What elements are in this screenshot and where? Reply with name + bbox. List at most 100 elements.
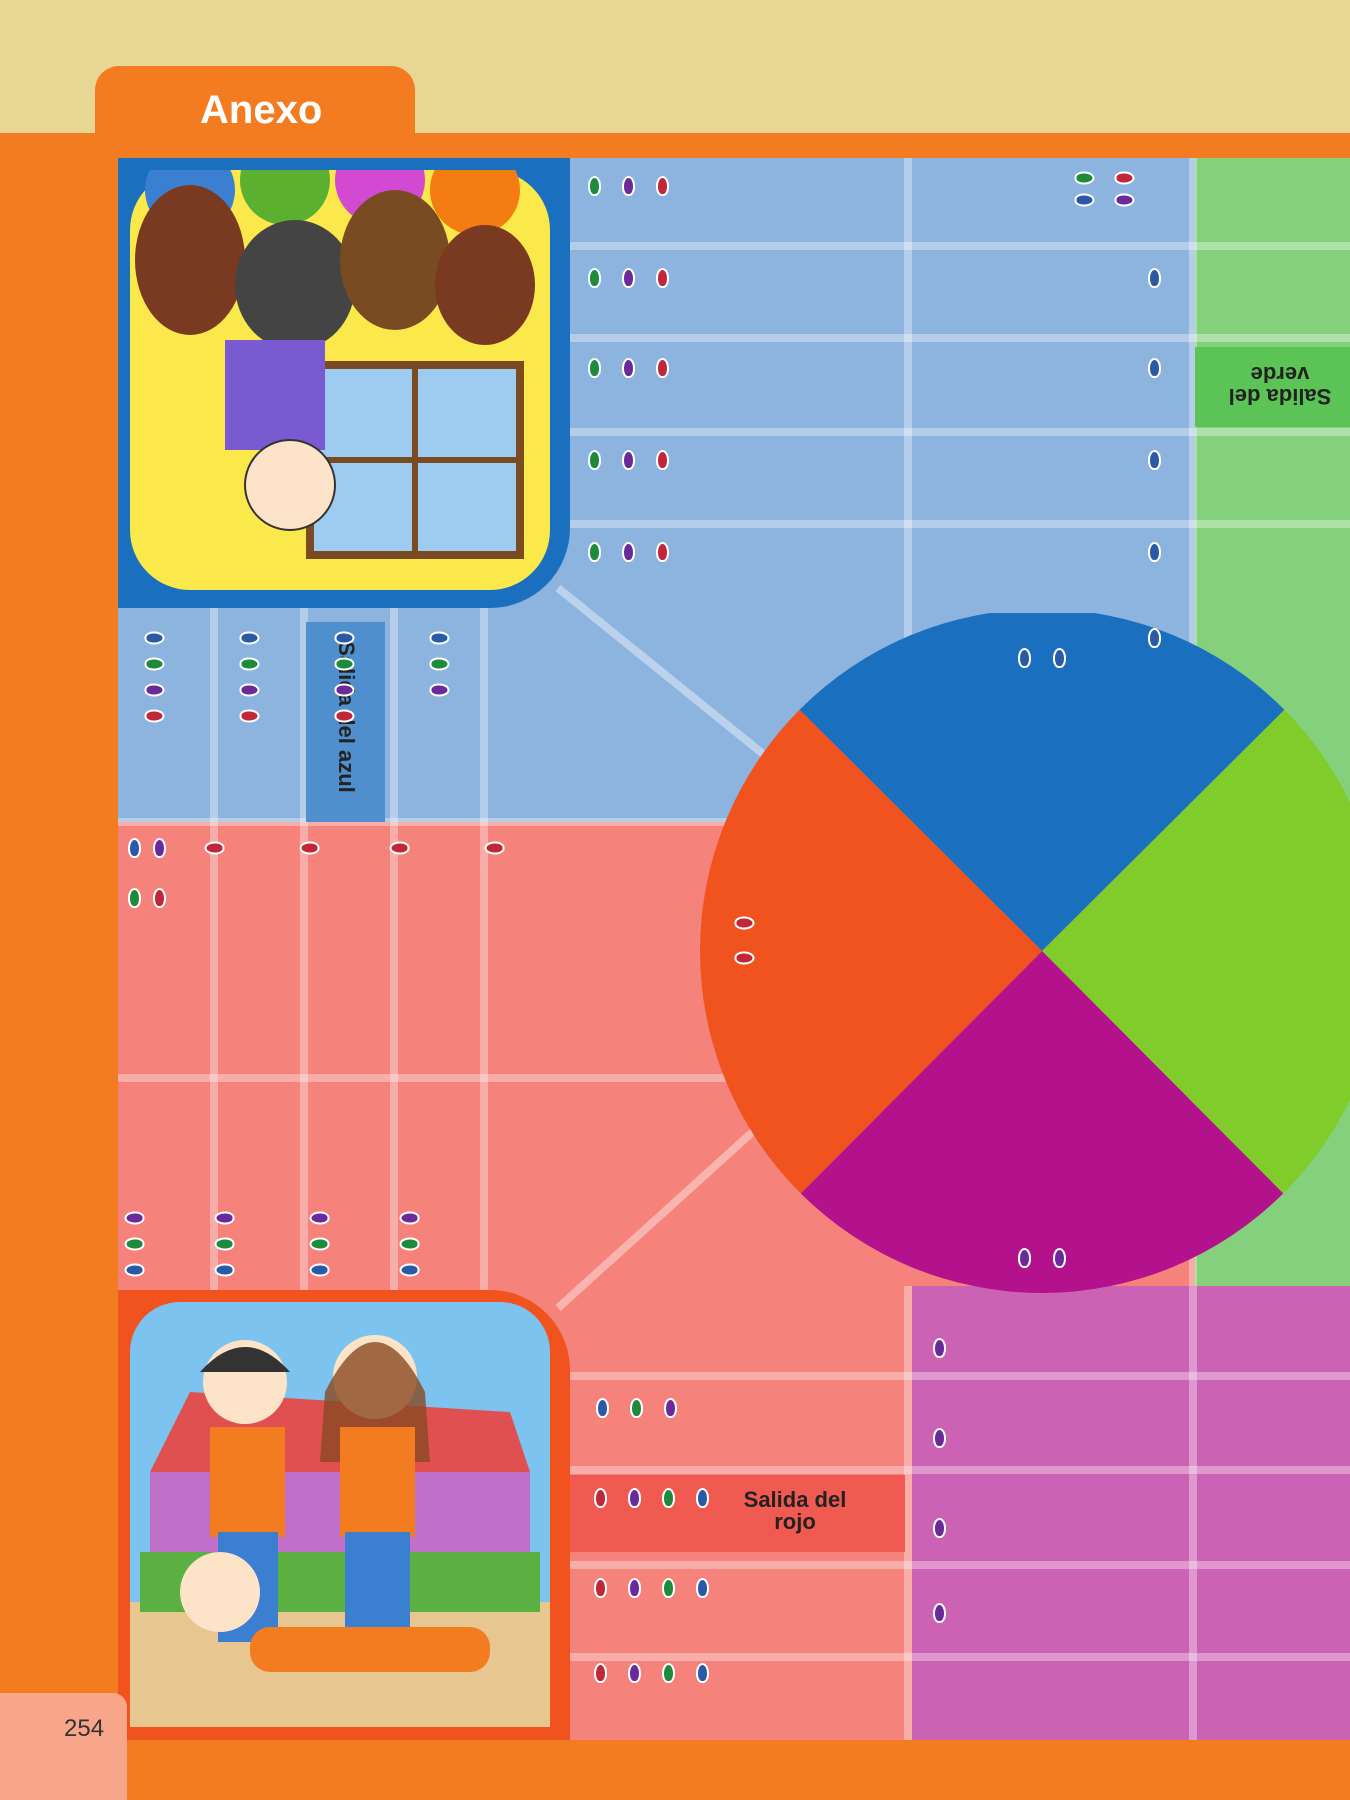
footprint-icon — [594, 1663, 607, 1683]
footprint-icon — [1074, 193, 1095, 207]
children-illustration — [130, 158, 550, 590]
footprint-icon — [696, 1578, 709, 1598]
footprint-icon — [622, 268, 635, 288]
footprint-icon — [239, 709, 260, 723]
footprint-icon — [1018, 648, 1031, 668]
footprint-icon — [1148, 450, 1161, 470]
footprint-icon — [334, 657, 355, 671]
footprint-icon — [656, 542, 669, 562]
footprint-icon — [628, 1578, 641, 1598]
footprint-icon — [399, 1263, 420, 1277]
footprint-icon — [588, 450, 601, 470]
footprint-icon — [656, 450, 669, 470]
page-number: 254 — [64, 1715, 105, 1742]
footprint-icon — [656, 268, 669, 288]
footprint-icon — [588, 268, 601, 288]
footprint-icon — [124, 1211, 145, 1225]
illustration-bottom — [118, 1290, 570, 1740]
footprint-icon — [656, 358, 669, 378]
footprint-icon — [656, 176, 669, 196]
footprint-icon — [596, 1398, 609, 1418]
footprint-icon — [1148, 628, 1161, 648]
footprint-icon — [299, 841, 320, 855]
section-tab: Anexo — [95, 66, 415, 146]
footprint-icon — [628, 1663, 641, 1683]
footprint-icon — [309, 1263, 330, 1277]
footprint-icon — [429, 683, 450, 697]
footprint-icon — [399, 1237, 420, 1251]
footprint-icon — [622, 358, 635, 378]
footprint-icon — [128, 888, 141, 908]
footprint-icon — [1018, 1248, 1031, 1268]
footprint-icon — [214, 1211, 235, 1225]
footprint-icon — [662, 1488, 675, 1508]
footprint-icon — [239, 631, 260, 645]
footprint-icon — [1053, 1248, 1066, 1268]
footprint-icon — [622, 542, 635, 562]
footprint-icon — [1074, 171, 1095, 185]
purple-zone — [912, 1286, 1350, 1740]
footprint-icon — [204, 841, 225, 855]
footprint-icon — [588, 542, 601, 562]
footprint-icon — [594, 1488, 607, 1508]
footprint-icon — [144, 657, 165, 671]
footprint-icon — [309, 1237, 330, 1251]
footprint-icon — [588, 176, 601, 196]
start-green-label: Salida del verde — [1228, 362, 1332, 409]
illustration-top — [118, 158, 570, 608]
diagonal-lines — [555, 584, 771, 1311]
footprint-icon — [1114, 193, 1135, 207]
section-title: Anexo — [200, 88, 323, 132]
footprint-icon — [588, 358, 601, 378]
footprint-icon — [734, 916, 755, 930]
footprint-icon — [144, 631, 165, 645]
footprint-icon — [1053, 648, 1066, 668]
footprint-icon — [334, 631, 355, 645]
footprint-icon — [628, 1488, 641, 1508]
start-green-box: Salida del verde — [1195, 347, 1350, 427]
footprint-icon — [1148, 268, 1161, 288]
footprint-icon — [144, 709, 165, 723]
footprint-icon — [399, 1211, 420, 1225]
footprint-icon — [933, 1603, 946, 1623]
footprint-icon — [594, 1578, 607, 1598]
color-wheel — [700, 613, 1350, 1293]
footprint-icon — [429, 631, 450, 645]
game-board: Salida del azul Salida del rojo Salida d… — [118, 158, 1350, 1740]
footprint-icon — [124, 1237, 145, 1251]
footprint-icon — [664, 1398, 677, 1418]
footprint-icon — [662, 1578, 675, 1598]
footprint-icon — [334, 683, 355, 697]
footprint-icon — [389, 841, 410, 855]
footprint-icon — [630, 1398, 643, 1418]
footprint-icon — [214, 1237, 235, 1251]
footprint-icon — [622, 450, 635, 470]
footprint-icon — [214, 1263, 235, 1277]
footprint-icon — [484, 841, 505, 855]
start-red-label: Salida del rojo — [743, 1487, 847, 1534]
footprint-icon — [662, 1663, 675, 1683]
footprint-icon — [429, 657, 450, 671]
footprint-icon — [734, 951, 755, 965]
footprint-icon — [239, 683, 260, 697]
footprint-icon — [1148, 542, 1161, 562]
footprint-icon — [128, 838, 141, 858]
start-red-box: Salida del rojo — [570, 1475, 905, 1552]
footprint-icon — [622, 176, 635, 196]
footprint-icon — [334, 709, 355, 723]
footprint-icon — [696, 1488, 709, 1508]
footprint-icon — [933, 1338, 946, 1358]
footprint-icon — [124, 1263, 145, 1277]
footprint-icon — [144, 683, 165, 697]
footprint-icon — [1148, 358, 1161, 378]
footprint-icon — [239, 657, 260, 671]
footprint-icon — [153, 888, 166, 908]
footprint-icon — [309, 1211, 330, 1225]
footprint-icon — [933, 1428, 946, 1448]
page-number-box: 254 — [0, 1693, 127, 1800]
footprint-icon — [933, 1518, 946, 1538]
children-exercise-illustration — [130, 1302, 550, 1727]
footprint-icon — [153, 838, 166, 858]
footprint-icon — [1114, 171, 1135, 185]
footprint-icon — [696, 1663, 709, 1683]
